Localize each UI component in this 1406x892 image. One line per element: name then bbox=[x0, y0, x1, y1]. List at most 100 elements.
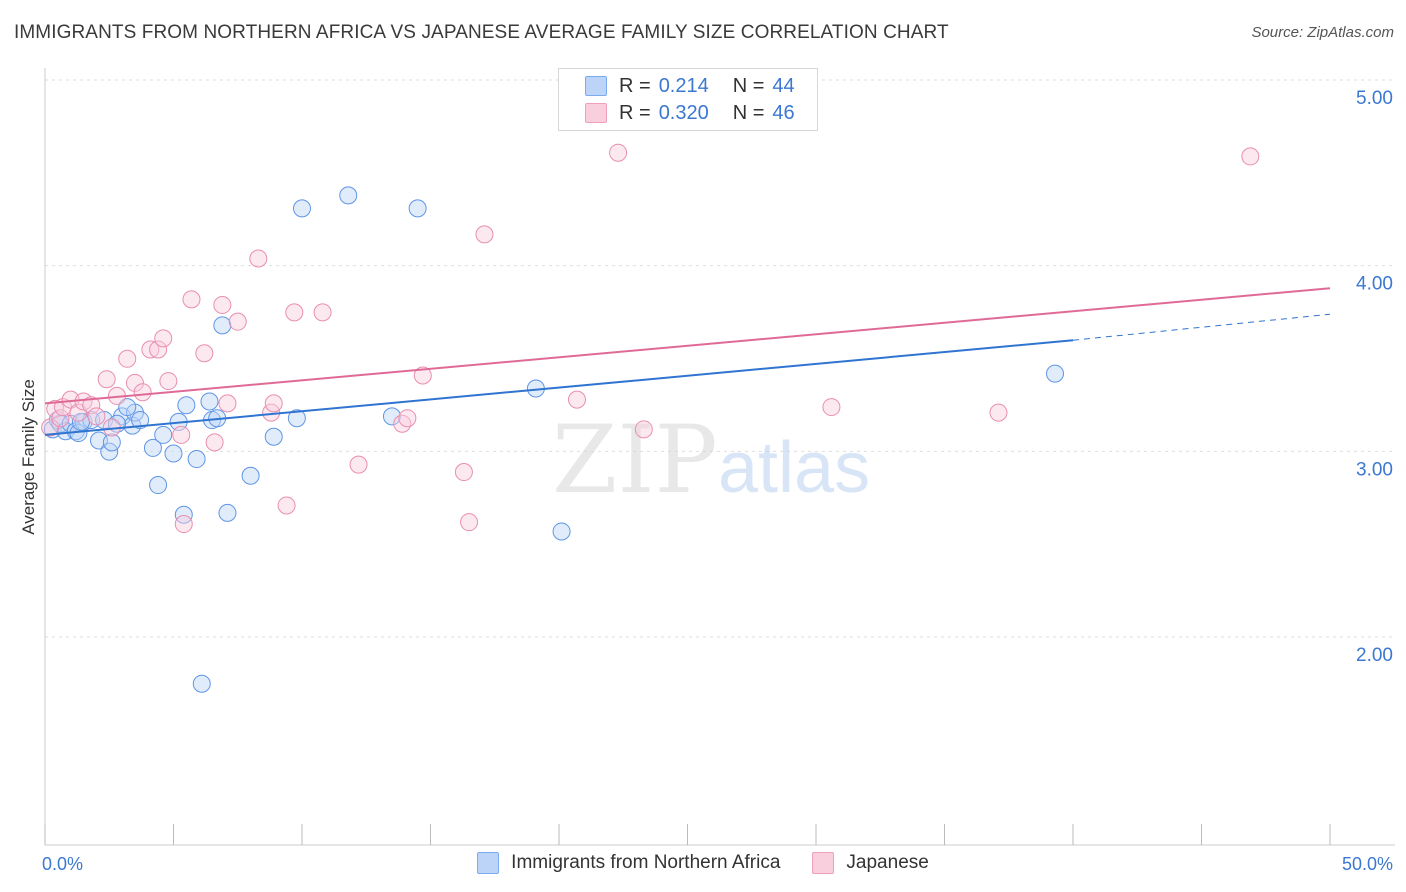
immigrants-point-24 bbox=[187, 450, 206, 469]
japanese-point-27 bbox=[249, 249, 268, 268]
legend-swatch-pink bbox=[812, 852, 835, 874]
japanese-point-18 bbox=[159, 372, 178, 391]
axes bbox=[44, 68, 1395, 846]
y-tick-label-1: 3.00 bbox=[1356, 459, 1393, 480]
japanese-point-9 bbox=[97, 370, 116, 389]
japanese-point-42 bbox=[634, 420, 653, 439]
immigrants-point-19 bbox=[154, 425, 173, 444]
r-label: R = bbox=[619, 101, 651, 124]
immigrants-point-39 bbox=[552, 522, 571, 541]
series-immigrants-points bbox=[43, 186, 1065, 693]
immigrants-point-30 bbox=[218, 503, 237, 522]
legend-item-japanese[interactable]: Japanese bbox=[812, 852, 929, 874]
japanese-point-29 bbox=[264, 394, 283, 413]
immigrants-point-20 bbox=[164, 444, 183, 463]
japanese-point-33 bbox=[349, 455, 368, 474]
legend-label-japanese: Japanese bbox=[846, 852, 929, 873]
japanese-point-1 bbox=[46, 399, 65, 418]
r-value: 0.320 bbox=[658, 101, 709, 124]
japanese-point-25 bbox=[218, 394, 237, 413]
japanese-point-43 bbox=[822, 398, 841, 417]
immigrants-point-37 bbox=[408, 199, 427, 218]
japanese-point-0 bbox=[41, 418, 60, 437]
immigrants-point-36 bbox=[382, 407, 401, 426]
japanese-point-7 bbox=[82, 396, 101, 415]
legend-swatch-blue bbox=[585, 76, 607, 96]
legend-swatch-blue bbox=[477, 852, 500, 874]
japanese-point-15 bbox=[141, 340, 160, 359]
trend-lines bbox=[44, 287, 1331, 436]
trend-line-japanese bbox=[44, 287, 1331, 405]
japanese-point-22 bbox=[195, 344, 214, 363]
japanese-point-26 bbox=[228, 312, 247, 331]
r-label: R = bbox=[619, 74, 651, 97]
japanese-point-13 bbox=[125, 373, 144, 392]
legend-swatch-pink bbox=[585, 103, 607, 123]
japanese-point-36 bbox=[413, 366, 432, 385]
source-label: Source: ZipAtlas.com bbox=[1251, 24, 1394, 41]
japanese-point-24 bbox=[213, 295, 232, 314]
x-tick-label-max: 50.0% bbox=[1342, 854, 1393, 874]
trend-line-immigrants bbox=[44, 339, 1074, 436]
japanese-point-14 bbox=[133, 383, 152, 402]
series-legend: Immigrants from Northern Africa Japanese bbox=[0, 852, 1406, 874]
legend-row-immigrants: R = 0.214 N = 44 bbox=[585, 73, 795, 99]
japanese-point-21 bbox=[182, 290, 201, 309]
japanese-point-37 bbox=[454, 463, 473, 482]
japanese-point-20 bbox=[174, 515, 193, 534]
japanese-point-34 bbox=[393, 414, 412, 433]
legend-label-immigrants: Immigrants from Northern Africa bbox=[511, 852, 781, 873]
japanese-point-45 bbox=[1241, 147, 1260, 166]
r-value: 0.214 bbox=[658, 74, 709, 97]
immigrants-point-33 bbox=[287, 409, 306, 428]
japanese-point-2 bbox=[51, 409, 70, 428]
immigrants-point-29 bbox=[213, 316, 232, 335]
immigrants-point-16 bbox=[131, 411, 150, 430]
n-label: N = bbox=[732, 101, 765, 124]
japanese-point-38 bbox=[460, 513, 479, 532]
japanese-point-23 bbox=[205, 433, 224, 452]
immigrants-point-22 bbox=[174, 505, 193, 524]
immigrants-point-12 bbox=[102, 433, 121, 452]
immigrants-point-35 bbox=[339, 186, 358, 205]
japanese-point-44 bbox=[989, 403, 1008, 422]
japanese-point-8 bbox=[87, 407, 106, 426]
y-tick-label-3: 5.00 bbox=[1356, 88, 1393, 109]
legend-row-japanese: R = 0.320 N = 46 bbox=[585, 100, 795, 126]
n-value: 46 bbox=[772, 101, 795, 124]
y-tick-labels: 2.00 3.00 4.00 5.00 bbox=[1356, 88, 1393, 666]
japanese-point-39 bbox=[475, 225, 494, 244]
immigrants-point-40 bbox=[1046, 364, 1065, 383]
x-tick-label-min: 0.0% bbox=[42, 854, 83, 874]
japanese-point-31 bbox=[285, 303, 304, 322]
correlation-legend: R = 0.214 N = 44 R = 0.320 N = 46 bbox=[558, 68, 818, 131]
immigrants-point-18 bbox=[149, 476, 168, 495]
immigrants-point-23 bbox=[177, 396, 196, 415]
y-axis-label: Average Family Size bbox=[19, 379, 38, 535]
japanese-point-35 bbox=[398, 409, 417, 428]
n-value: 44 bbox=[772, 74, 795, 97]
series-japanese-points bbox=[41, 143, 1260, 534]
japanese-point-19 bbox=[172, 425, 191, 444]
chart-title: IMMIGRANTS FROM NORTHERN AFRICA VS JAPAN… bbox=[14, 22, 949, 43]
x-tick-labels: 0.0% 50.0% bbox=[42, 854, 1393, 874]
watermark-atlas: atlas bbox=[718, 428, 870, 508]
japanese-point-12 bbox=[118, 349, 137, 368]
immigrants-point-34 bbox=[293, 199, 311, 218]
y-tick-label-0: 2.00 bbox=[1356, 645, 1393, 666]
watermark-zip: ZIP bbox=[552, 406, 718, 515]
japanese-point-32 bbox=[313, 303, 332, 322]
grid-lines bbox=[45, 79, 1395, 638]
japanese-point-16 bbox=[149, 340, 168, 359]
immigrants-point-32 bbox=[264, 427, 283, 446]
immigrants-point-26 bbox=[200, 392, 219, 411]
immigrants-point-31 bbox=[241, 466, 260, 485]
japanese-point-17 bbox=[154, 329, 173, 348]
watermark: ZIP atlas bbox=[552, 406, 870, 515]
y-tick-label-2: 4.00 bbox=[1356, 274, 1393, 295]
immigrants-point-17 bbox=[143, 438, 162, 457]
legend-item-immigrants[interactable]: Immigrants from Northern Africa bbox=[477, 852, 780, 874]
trend-line-immigrants-extension bbox=[1072, 313, 1331, 341]
n-label: N = bbox=[732, 74, 765, 97]
